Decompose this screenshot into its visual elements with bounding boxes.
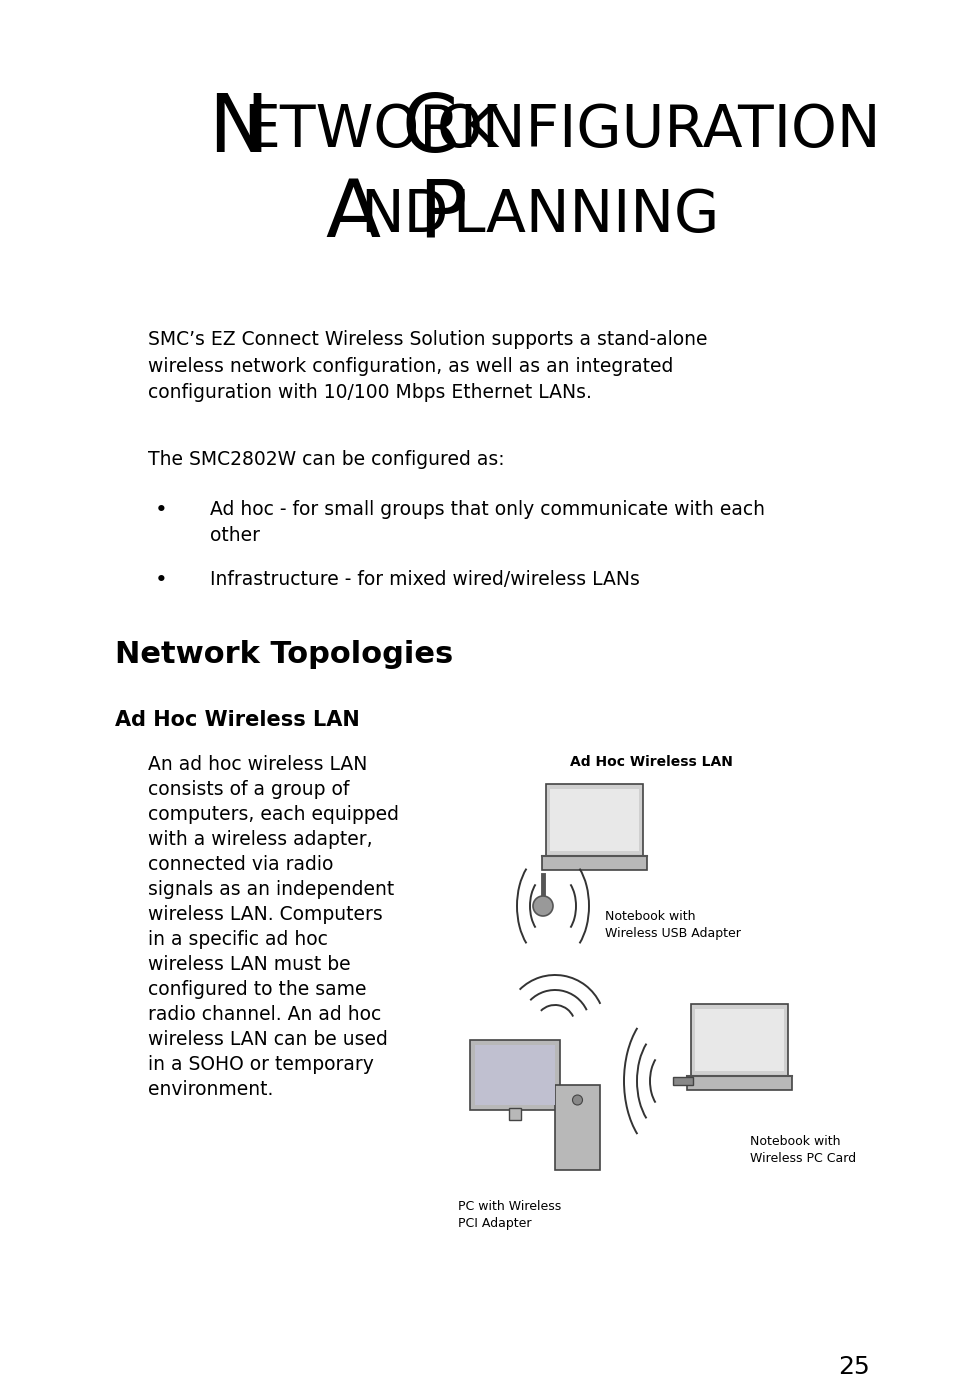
Text: C: C — [401, 92, 457, 169]
FancyBboxPatch shape — [475, 1045, 555, 1105]
FancyBboxPatch shape — [695, 1009, 783, 1072]
Text: P: P — [417, 176, 466, 254]
Text: Ad Hoc Wireless LAN: Ad Hoc Wireless LAN — [115, 711, 359, 730]
Text: environment.: environment. — [148, 1080, 274, 1099]
FancyBboxPatch shape — [687, 1076, 792, 1090]
Text: consists of a group of: consists of a group of — [148, 780, 349, 799]
Text: other: other — [210, 526, 260, 544]
Text: ND: ND — [359, 186, 448, 243]
Text: configured to the same: configured to the same — [148, 980, 366, 999]
Text: The SMC2802W can be configured as:: The SMC2802W can be configured as: — [148, 450, 504, 469]
Text: PC with Wireless
PCI Adapter: PC with Wireless PCI Adapter — [457, 1201, 560, 1230]
Text: Notebook with
Wireless PC Card: Notebook with Wireless PC Card — [749, 1135, 855, 1165]
Text: Infrastructure - for mixed wired/wireless LANs: Infrastructure - for mixed wired/wireles… — [210, 570, 639, 589]
Text: with a wireless adapter,: with a wireless adapter, — [148, 830, 373, 849]
Text: wireless LAN must be: wireless LAN must be — [148, 955, 351, 974]
FancyBboxPatch shape — [470, 1040, 559, 1110]
Text: ETWORK: ETWORK — [243, 101, 497, 158]
FancyBboxPatch shape — [550, 788, 639, 851]
Text: radio channel. An ad hoc: radio channel. An ad hoc — [148, 1005, 381, 1024]
Text: wireless LAN. Computers: wireless LAN. Computers — [148, 905, 382, 924]
Text: SMC’s EZ Connect Wireless Solution supports a stand-alone
wireless network confi: SMC’s EZ Connect Wireless Solution suppo… — [148, 330, 707, 403]
Text: in a SOHO or temporary: in a SOHO or temporary — [148, 1055, 374, 1074]
Circle shape — [572, 1095, 582, 1105]
FancyBboxPatch shape — [546, 784, 643, 856]
Text: LANNING: LANNING — [452, 186, 720, 243]
Text: 25: 25 — [838, 1355, 869, 1380]
Text: in a specific ad hoc: in a specific ad hoc — [148, 930, 328, 949]
FancyBboxPatch shape — [672, 1077, 692, 1085]
Text: Network Topologies: Network Topologies — [115, 640, 453, 669]
Text: ONFIGURATION: ONFIGURATION — [436, 101, 881, 158]
Text: connected via radio: connected via radio — [148, 855, 333, 874]
Text: A: A — [325, 176, 380, 254]
Text: N: N — [209, 92, 269, 169]
FancyBboxPatch shape — [542, 856, 647, 870]
FancyBboxPatch shape — [555, 1085, 599, 1170]
Text: wireless LAN can be used: wireless LAN can be used — [148, 1030, 388, 1049]
Text: Notebook with
Wireless USB Adapter: Notebook with Wireless USB Adapter — [604, 911, 740, 940]
Text: signals as an independent: signals as an independent — [148, 880, 394, 899]
Text: An ad hoc wireless LAN: An ad hoc wireless LAN — [148, 755, 367, 775]
Text: •: • — [154, 570, 168, 590]
Circle shape — [533, 897, 553, 916]
Text: Ad hoc - for small groups that only communicate with each: Ad hoc - for small groups that only comm… — [210, 500, 764, 519]
Text: •: • — [154, 500, 168, 520]
Text: computers, each equipped: computers, each equipped — [148, 805, 398, 824]
FancyBboxPatch shape — [509, 1108, 520, 1120]
Text: Ad Hoc Wireless LAN: Ad Hoc Wireless LAN — [569, 755, 732, 769]
FancyBboxPatch shape — [691, 1004, 788, 1076]
